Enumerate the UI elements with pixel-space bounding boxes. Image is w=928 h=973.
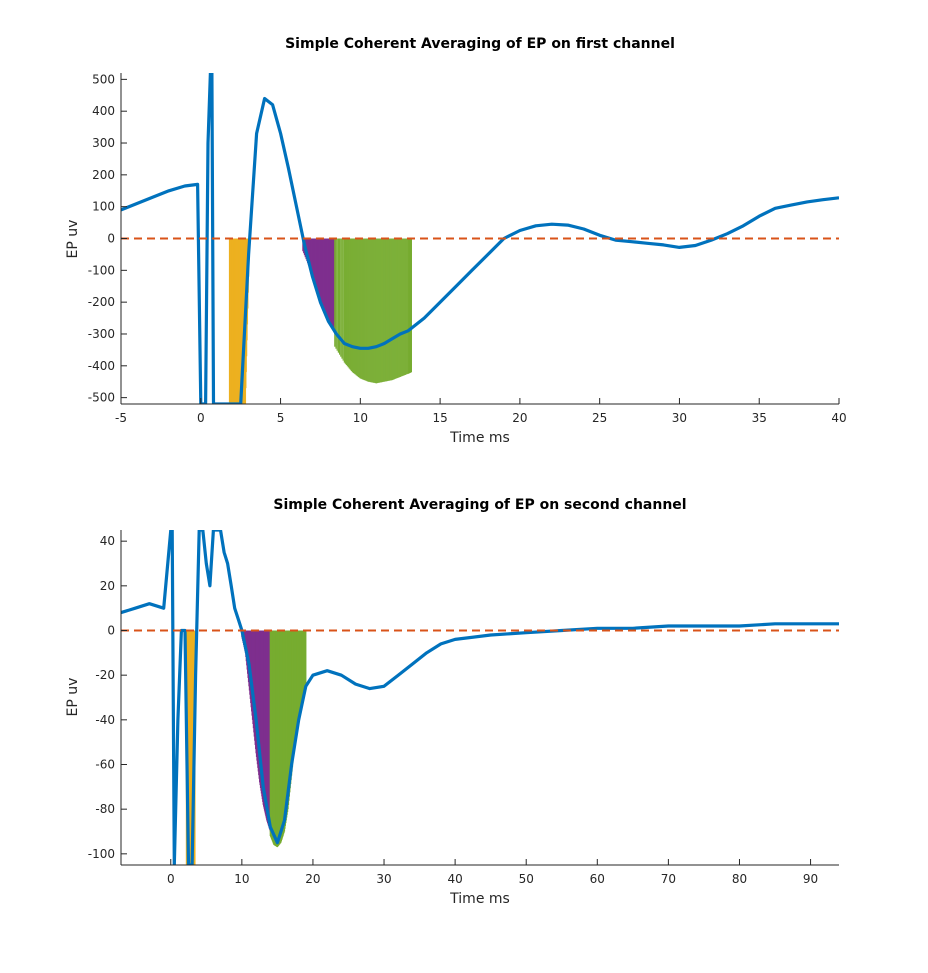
y-tick-label: -80 — [95, 802, 115, 816]
plot-area — [121, 73, 839, 404]
y-tick-label: -60 — [95, 758, 115, 772]
x-tick-label: 40 — [447, 872, 462, 886]
y-tick-label: -200 — [88, 295, 115, 309]
axes: 0 10 20 30 40 50 60 70 80 90 -100 -80 -60 -40 -20 0 20 40 — [88, 530, 839, 886]
y-tick-label: -40 — [95, 713, 115, 727]
y-tick-label: 300 — [92, 136, 115, 150]
x-tick-label: 50 — [519, 872, 534, 886]
y-tick-label: 20 — [100, 579, 115, 593]
x-tick-label: 10 — [353, 411, 368, 425]
y-tick-label: -500 — [88, 391, 115, 405]
shaded-region-0 — [228, 238, 250, 404]
chart-title: Simple Coherent Averaging of EP on first… — [285, 36, 675, 52]
y-tick-label: 0 — [107, 232, 115, 246]
y-tick-label: -100 — [88, 263, 115, 277]
x-tick-label: 15 — [432, 411, 447, 425]
x-tick-label: 60 — [590, 872, 605, 886]
x-axis-label: Time ms — [449, 891, 510, 907]
ep-series-line — [121, 530, 839, 865]
x-tick-label: -5 — [115, 411, 127, 425]
y-tick-label: -100 — [88, 847, 115, 861]
shaded-region-2 — [334, 238, 412, 384]
y-tick-label: 100 — [92, 200, 115, 214]
y-tick-label: 500 — [92, 72, 115, 86]
x-tick-label: 80 — [732, 872, 747, 886]
x-tick-label: 70 — [661, 872, 676, 886]
x-axis-label: Time ms — [449, 430, 510, 446]
axes: -5 0 5 10 15 20 25 30 35 40 -500 -400 -300 -200 -100 0 1… — [88, 72, 847, 425]
x-tick-label: 5 — [277, 411, 285, 425]
shaded-region-2 — [269, 630, 307, 848]
y-axis-label: EP uv — [65, 220, 81, 259]
y-tick-label: 200 — [92, 168, 115, 182]
x-tick-label: 40 — [831, 411, 846, 425]
y-tick-label: 40 — [100, 534, 115, 548]
subplot-first-channel: Simple Coherent Averaging of EP on first… — [65, 36, 847, 446]
x-tick-label: 0 — [167, 872, 175, 886]
y-tick-label: -300 — [88, 327, 115, 341]
y-tick-label: 400 — [92, 104, 115, 118]
subplot-second-channel: Simple Coherent Averaging of EP on secon… — [65, 497, 839, 907]
y-axis-label: EP uv — [65, 678, 81, 717]
x-tick-label: 30 — [376, 872, 391, 886]
x-tick-label: 35 — [752, 411, 767, 425]
x-tick-label: 10 — [234, 872, 249, 886]
x-tick-label: 20 — [512, 411, 527, 425]
x-tick-label: 0 — [197, 411, 205, 425]
plot-area — [121, 530, 839, 865]
x-tick-label: 20 — [305, 872, 320, 886]
x-tick-label: 90 — [803, 872, 818, 886]
ep-series-line — [121, 73, 839, 404]
y-tick-label: -400 — [88, 359, 115, 373]
x-tick-label: 25 — [592, 411, 607, 425]
x-tick-label: 30 — [672, 411, 687, 425]
shaded-region-1 — [302, 238, 336, 334]
y-tick-label: 0 — [107, 624, 115, 638]
y-tick-label: -20 — [95, 668, 115, 682]
chart-title: Simple Coherent Averaging of EP on secon… — [273, 497, 686, 513]
